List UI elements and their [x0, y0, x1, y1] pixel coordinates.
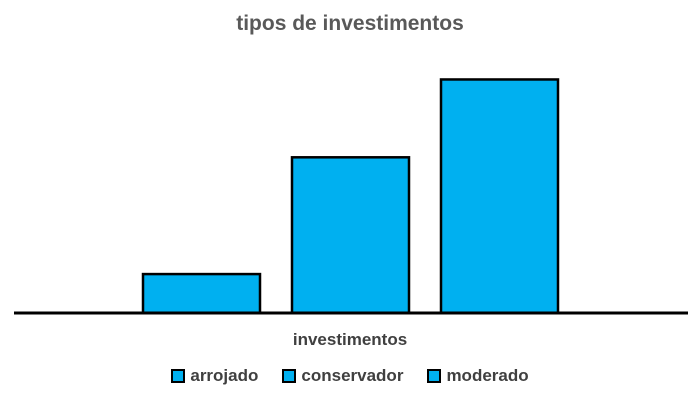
legend-item-moderado: moderado	[427, 366, 529, 386]
bar-arrojado	[141, 272, 262, 315]
legend-item-conservador: conservador	[282, 366, 403, 386]
legend-swatch-conservador	[282, 369, 297, 383]
legend-label-arrojado: arrojado	[190, 366, 259, 385]
bar-moderado	[439, 78, 560, 315]
x-axis-label: investimentos	[292, 330, 408, 349]
bar-conservador	[290, 156, 411, 315]
legend: arrojado conservador moderado	[0, 366, 700, 386]
legend-label-moderado: moderado	[446, 366, 529, 385]
legend-swatch-moderado	[427, 369, 442, 383]
legend-label-conservador: conservador	[301, 366, 404, 385]
legend-swatch-arrojado	[171, 369, 186, 383]
legend-item-arrojado: arrojado	[171, 366, 258, 386]
chart-title: tipos de investimentos	[236, 12, 464, 35]
